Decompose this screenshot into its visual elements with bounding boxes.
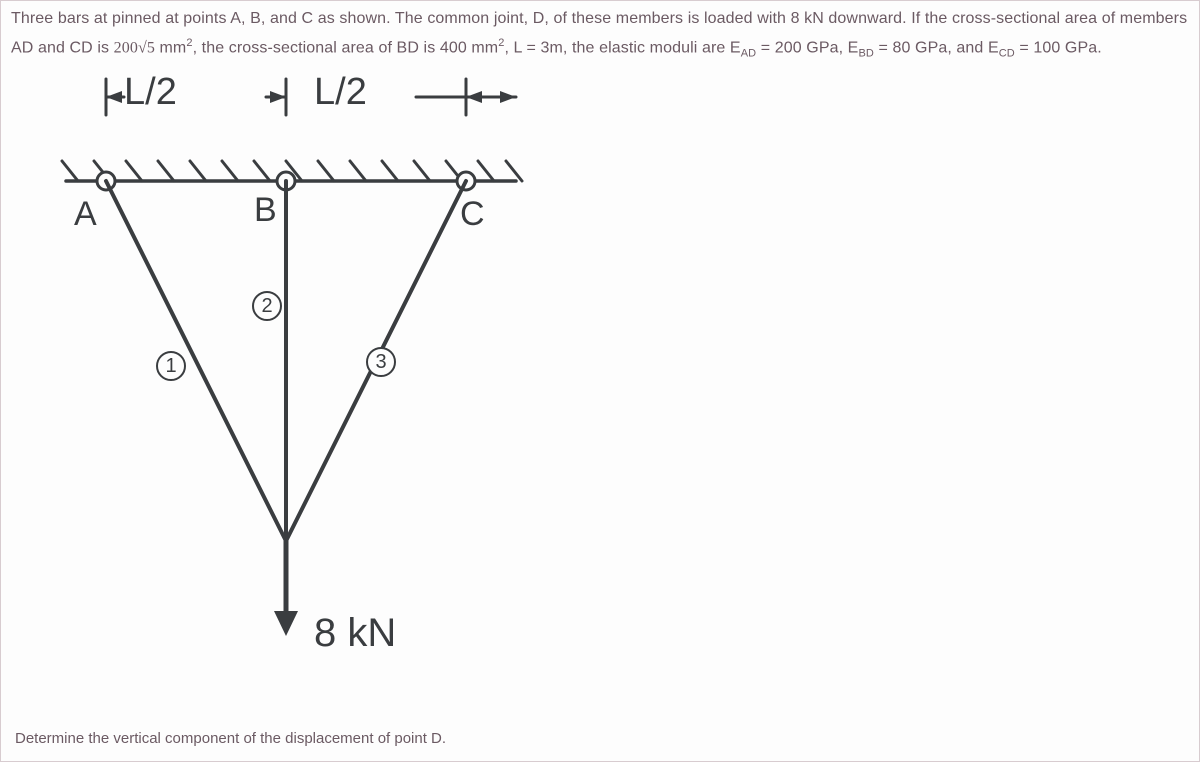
- point-c-label: C: [460, 195, 485, 234]
- diagram-svg: [56, 71, 616, 681]
- member-2-badge: 2: [252, 291, 282, 321]
- page: Three bars at pinned at points A, B, and…: [0, 0, 1200, 762]
- eq-ebd: = 80 GPa, and E: [874, 39, 999, 56]
- problem-statement: Three bars at pinned at points A, B, and…: [11, 7, 1189, 66]
- force-label: 8 kN: [314, 611, 396, 656]
- truss-diagram: L/2 L/2: [56, 71, 616, 681]
- problem-line2a: AD and CD is: [11, 39, 114, 56]
- eq-ecd: = 100 GPa.: [1015, 39, 1102, 56]
- point-a-label: A: [74, 195, 97, 234]
- member-1-badge: 1: [156, 351, 186, 381]
- sub-cd: CD: [999, 48, 1015, 60]
- problem-line2c: , L = 3m, the elastic moduli are E: [504, 39, 740, 56]
- problem-line1: Three bars at pinned at points A, B, and…: [11, 10, 1187, 27]
- eq-ead: = 200 GPa, E: [756, 39, 858, 56]
- point-b-label: B: [254, 191, 277, 230]
- area-ad-cd: 200√5: [114, 39, 155, 56]
- member-2-num: 2: [261, 295, 272, 318]
- sub-ad: AD: [741, 48, 756, 60]
- dim-right-label: L/2: [314, 71, 367, 114]
- problem-line2b: , the cross-sectional area of BD is 400 …: [193, 39, 499, 56]
- member-3-num: 3: [375, 351, 386, 374]
- sub-bd: BD: [858, 48, 873, 60]
- member-3-badge: 3: [366, 347, 396, 377]
- unit1: mm: [155, 39, 186, 56]
- question-text: Determine the vertical component of the …: [15, 730, 446, 747]
- member-1-num: 1: [165, 355, 176, 378]
- dim-left-label: L/2: [124, 71, 177, 114]
